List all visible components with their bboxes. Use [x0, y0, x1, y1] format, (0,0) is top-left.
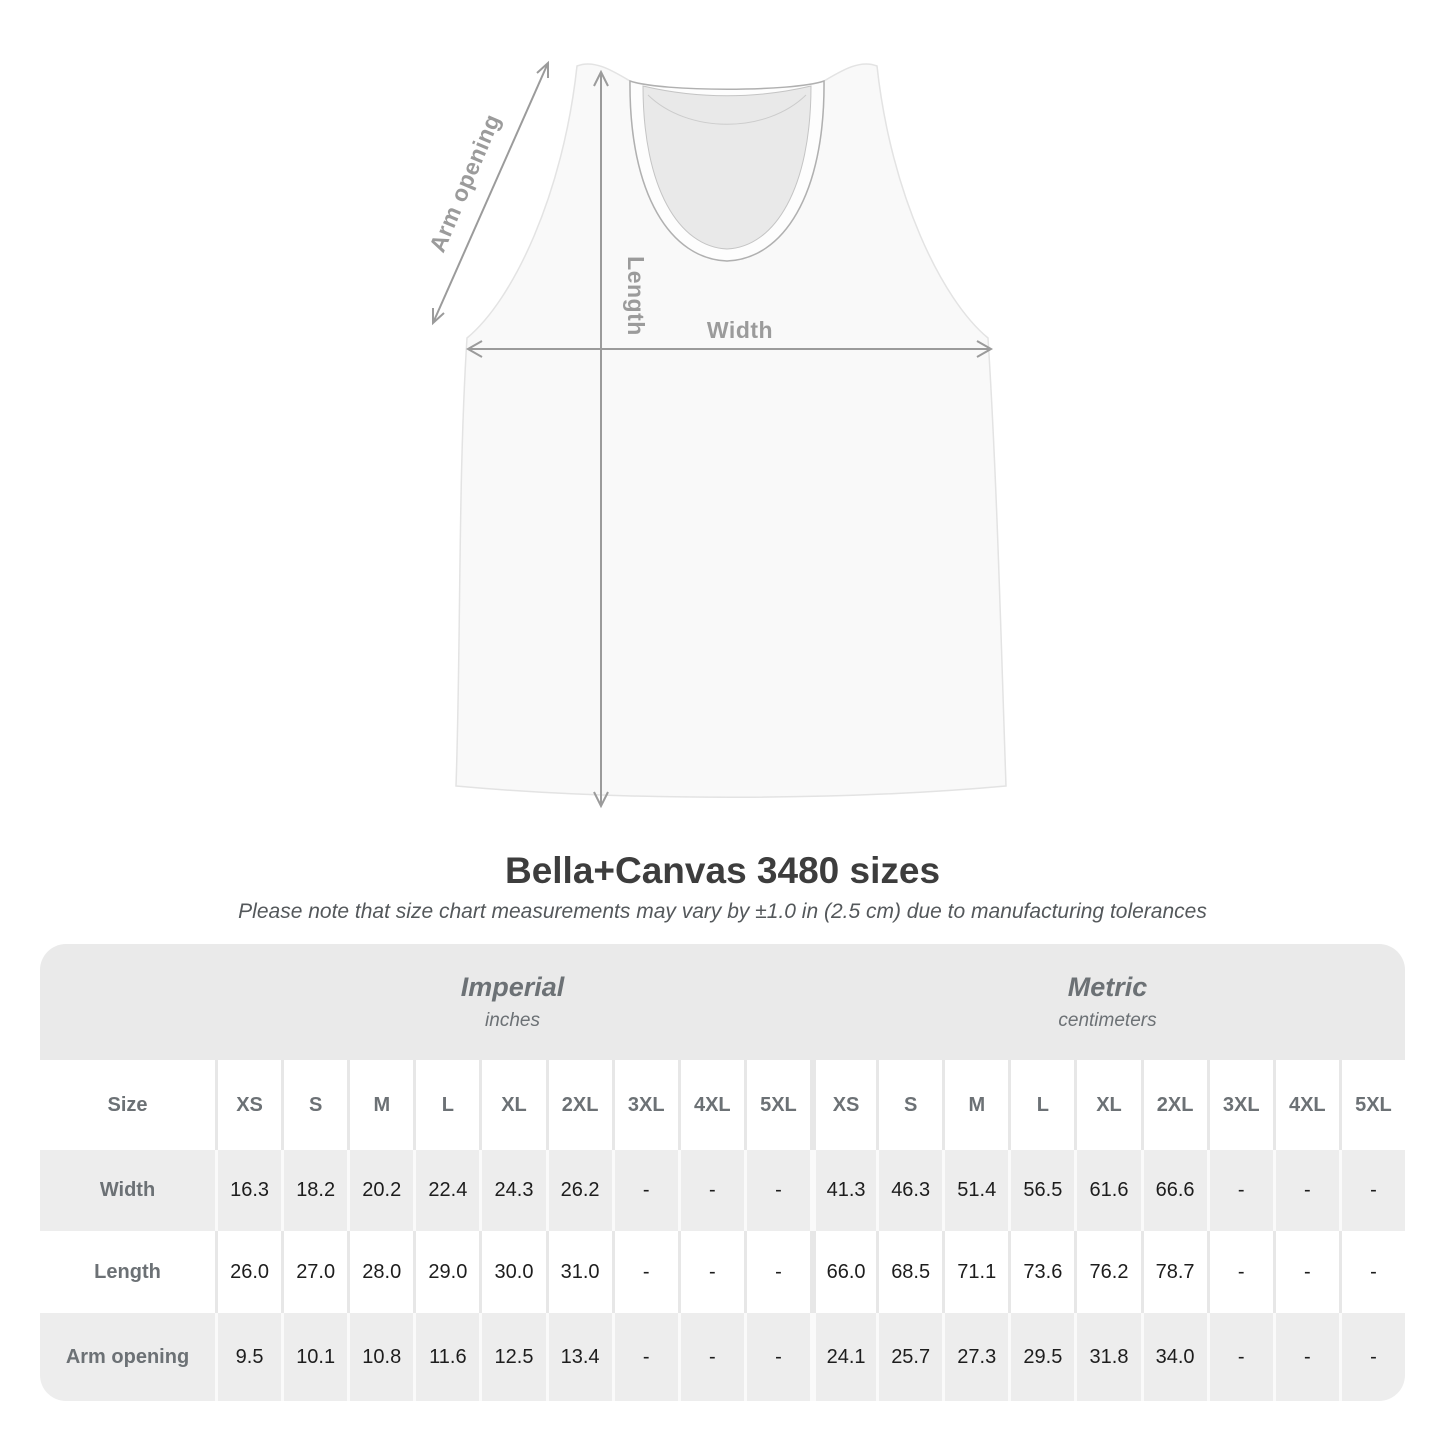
size-head-imperial-2xl: 2XL — [545, 1060, 612, 1150]
value-cell-metric: 78.7 — [1140, 1231, 1207, 1313]
size-head-imperial-m: M — [347, 1060, 414, 1150]
value-cell-metric: - — [1272, 1150, 1339, 1231]
metric-section-title: Metric — [1067, 972, 1148, 1002]
value-cell-metric: - — [1206, 1231, 1273, 1313]
neck-opening-back-panel — [642, 85, 812, 250]
value-cell-metric: 29.5 — [1008, 1313, 1075, 1401]
value-cell-metric: - — [1272, 1231, 1339, 1313]
value-cell-metric: 73.6 — [1008, 1231, 1075, 1313]
value-cell-imperial: 16.3 — [215, 1150, 282, 1231]
size-head-metric-4xl: 4XL — [1272, 1060, 1339, 1150]
value-cell-imperial: - — [677, 1313, 744, 1401]
value-cell-imperial: 20.2 — [347, 1150, 414, 1231]
size-head-metric-3xl: 3XL — [1206, 1060, 1273, 1150]
back-collar-seam — [647, 94, 807, 125]
value-cell-imperial: 26.0 — [215, 1231, 282, 1313]
size-head-imperial-l: L — [413, 1060, 480, 1150]
width-label: Width — [707, 317, 773, 343]
size-head-metric-xl: XL — [1074, 1060, 1141, 1150]
value-cell-metric: 66.0 — [810, 1231, 877, 1313]
imperial-section-title: Imperial — [460, 972, 565, 1002]
value-cell-imperial: 10.1 — [281, 1313, 348, 1401]
value-cell-imperial: 26.2 — [545, 1150, 612, 1231]
value-cell-imperial: - — [611, 1313, 678, 1401]
row-label: Length — [40, 1231, 215, 1313]
value-cell-imperial: 11.6 — [413, 1313, 480, 1401]
value-cell-imperial: 22.4 — [413, 1150, 480, 1231]
value-cell-metric: 51.4 — [942, 1150, 1009, 1231]
size-head-metric-l: L — [1008, 1060, 1075, 1150]
value-cell-imperial: - — [677, 1150, 744, 1231]
value-cell-imperial: - — [611, 1150, 678, 1231]
value-cell-imperial: 31.0 — [545, 1231, 612, 1313]
size-head-imperial-3xl: 3XL — [611, 1060, 678, 1150]
size-head-imperial-xs: XS — [215, 1060, 282, 1150]
value-cell-imperial: 30.0 — [479, 1231, 546, 1313]
value-cell-imperial: - — [743, 1313, 810, 1401]
size-chart-table: Imperial inches Metric centimeters Size X… — [40, 944, 1405, 1401]
imperial-section-unit: inches — [485, 1010, 540, 1031]
value-cell-metric: 71.1 — [942, 1231, 1009, 1313]
value-cell-imperial: - — [611, 1231, 678, 1313]
size-head-imperial-xl: XL — [479, 1060, 546, 1150]
table-band-metric: Metric centimeters — [810, 944, 1405, 1060]
length-label: Length — [623, 256, 649, 336]
size-column-header: Size — [40, 1060, 215, 1150]
value-cell-metric: 61.6 — [1074, 1150, 1141, 1231]
value-cell-metric: - — [1206, 1313, 1273, 1401]
value-cell-metric: 46.3 — [876, 1150, 943, 1231]
value-cell-metric: - — [1272, 1313, 1339, 1401]
metric-section-unit: centimeters — [1058, 1010, 1157, 1031]
value-cell-metric: 27.3 — [942, 1313, 1009, 1401]
row-label: Width — [40, 1150, 215, 1231]
value-cell-metric: - — [1338, 1231, 1405, 1313]
arm-opening-label: Arm opening — [424, 110, 506, 256]
value-cell-imperial: 12.5 — [479, 1313, 546, 1401]
value-cell-metric: 56.5 — [1008, 1150, 1075, 1231]
size-head-metric-m: M — [942, 1060, 1009, 1150]
value-cell-metric: 76.2 — [1074, 1231, 1141, 1313]
size-head-metric-s: S — [876, 1060, 943, 1150]
value-cell-metric: 24.1 — [810, 1313, 877, 1401]
value-cell-imperial: 10.8 — [347, 1313, 414, 1401]
value-cell-metric: 41.3 — [810, 1150, 877, 1231]
value-cell-imperial: - — [743, 1231, 810, 1313]
value-cell-imperial: 9.5 — [215, 1313, 282, 1401]
value-cell-metric: 68.5 — [876, 1231, 943, 1313]
value-cell-imperial: - — [677, 1231, 744, 1313]
tank-top-measurement-diagram: Arm opening Length Width — [424, 60, 1007, 809]
value-cell-metric: 25.7 — [876, 1313, 943, 1401]
value-cell-imperial: 27.0 — [281, 1231, 348, 1313]
size-head-imperial-4xl: 4XL — [677, 1060, 744, 1150]
value-cell-metric: - — [1338, 1150, 1405, 1231]
page-title: Bella+Canvas 3480 sizes — [504, 850, 941, 891]
value-cell-metric: - — [1206, 1150, 1273, 1231]
table-band-imperial: Imperial inches — [215, 944, 810, 1060]
length-arrow — [593, 69, 609, 809]
value-cell-imperial: 28.0 — [347, 1231, 414, 1313]
width-arrow — [465, 340, 994, 358]
value-cell-imperial: 24.3 — [479, 1150, 546, 1231]
page-subtitle: Please note that size chart measurements… — [238, 900, 1207, 923]
size-head-metric-xs: XS — [810, 1060, 877, 1150]
size-head-imperial-5xl: 5XL — [743, 1060, 810, 1150]
value-cell-imperial: 29.0 — [413, 1231, 480, 1313]
size-head-imperial-s: S — [281, 1060, 348, 1150]
value-cell-metric: - — [1338, 1313, 1405, 1401]
value-cell-metric: 31.8 — [1074, 1313, 1141, 1401]
value-cell-metric: 66.6 — [1140, 1150, 1207, 1231]
arm-opening-arrow — [432, 60, 549, 326]
table-band-spacer — [40, 944, 215, 1060]
value-cell-metric: 34.0 — [1140, 1313, 1207, 1401]
value-cell-imperial: 13.4 — [545, 1313, 612, 1401]
row-label: Arm opening — [40, 1313, 215, 1401]
value-cell-imperial: - — [743, 1150, 810, 1231]
value-cell-imperial: 18.2 — [281, 1150, 348, 1231]
size-head-metric-2xl: 2XL — [1140, 1060, 1207, 1150]
size-head-metric-5xl: 5XL — [1338, 1060, 1405, 1150]
